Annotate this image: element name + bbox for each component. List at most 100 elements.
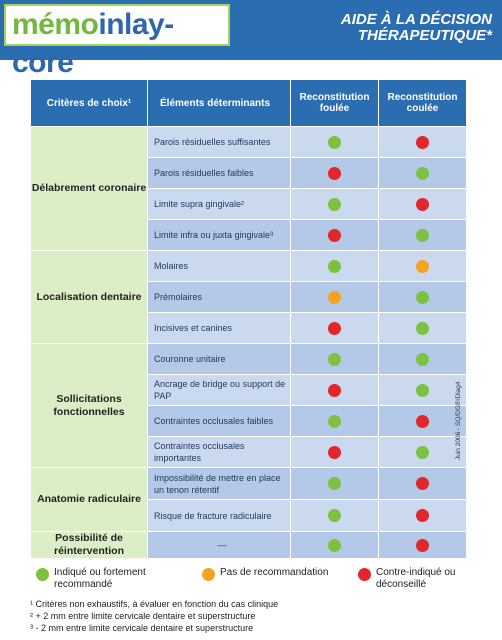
rating-cell-foulee xyxy=(290,312,379,344)
page-title: AIDE À LA DÉCISION THÉRAPEUTIQUE* xyxy=(341,12,492,44)
red-dot-icon xyxy=(358,568,371,581)
red-dot-icon xyxy=(416,538,429,552)
rating-cell-coulee xyxy=(378,312,467,344)
rating-cell-foulee xyxy=(290,343,379,375)
rating-cell-coulee xyxy=(378,281,467,313)
rating-cell-coulee xyxy=(378,467,467,500)
green-dot-icon xyxy=(328,135,341,149)
rating-cell-foulee xyxy=(290,250,379,282)
table-row: Localisation dentaire Molaires xyxy=(30,250,467,344)
table-row: Limite supra gingivale² xyxy=(31,188,467,220)
red-dot-icon xyxy=(416,197,429,211)
rating-cell-coulee xyxy=(378,219,467,251)
orange-dot-icon xyxy=(202,568,215,581)
green-dot-icon xyxy=(36,568,49,581)
rating-cell-coulee xyxy=(378,126,467,158)
side-note: Juin 2006 - SQ/DG®/Diag4 xyxy=(455,381,462,461)
red-dot-icon xyxy=(416,135,429,149)
decision-table: Critères de choix¹ Éléments déterminants… xyxy=(30,79,467,559)
table-row: Parois résiduelles faibles xyxy=(31,157,467,189)
rating-cell-coulee xyxy=(378,157,467,189)
green-dot-icon xyxy=(328,197,341,211)
red-dot-icon xyxy=(328,445,341,459)
table-row: Contraintes occlusales faibles xyxy=(31,405,467,437)
category-cell: Localisation dentaire xyxy=(30,250,148,344)
red-dot-icon xyxy=(328,228,341,242)
green-dot-icon xyxy=(328,414,341,428)
element-cell: Parois résiduelles suffisantes xyxy=(147,126,291,158)
title-line1: AIDE À LA DÉCISION xyxy=(340,11,492,28)
element-cell: Molaires xyxy=(147,250,291,282)
element-cell: Ancrage de bridge ou support de PAP xyxy=(147,374,291,406)
rating-cell-coulee xyxy=(378,250,467,282)
legend-green: Indiqué ou fortement recommandé xyxy=(36,567,184,591)
col-header-foulee: Reconstitution foulée xyxy=(290,79,379,127)
rating-cell-coulee xyxy=(378,531,467,559)
green-dot-icon xyxy=(416,321,429,335)
legend-orange: Pas de recommandation xyxy=(202,567,328,581)
table-row: Possibilité de réintervention — xyxy=(30,531,467,559)
col-header-coulee: Reconstitution coulée xyxy=(378,79,467,127)
element-cell: Contraintes occlusales faibles xyxy=(147,405,291,437)
table-header-row: Critères de choix¹ Éléments déterminants… xyxy=(30,79,467,127)
rating-cell-foulee xyxy=(290,126,379,158)
rating-cell-foulee xyxy=(290,531,379,559)
footnote-2: ² + 2 mm entre limite cervicale dentaire… xyxy=(30,611,256,621)
element-cell: Prémolaires xyxy=(147,281,291,313)
footnote-1: ¹ Critères non exhaustifs, à évaluer en … xyxy=(30,599,279,609)
red-dot-icon xyxy=(416,477,429,490)
rating-cell-foulee xyxy=(290,374,379,406)
table-body: Délabrement coronaire Parois résiduelles … xyxy=(30,126,467,559)
element-cell: Limite supra gingivale² xyxy=(147,188,291,220)
red-dot-icon xyxy=(328,166,341,180)
green-dot-icon xyxy=(416,445,429,459)
decision-table-wrap: Critères de choix¹ Éléments déterminants… xyxy=(30,79,467,559)
rating-cell-coulee xyxy=(378,188,467,220)
logo-part1: mémo xyxy=(12,8,99,41)
orange-dot-icon xyxy=(416,259,429,273)
element-cell: Couronne unitaire xyxy=(147,343,291,375)
legend-red-text: Contre-indiqué ou déconseillé xyxy=(376,567,456,590)
element-cell: Parois résiduelles faibles xyxy=(147,157,291,189)
category-cell: Sollicitations fonctionnelles xyxy=(30,343,148,468)
element-cell: Limite infra ou juxta gingivale³ xyxy=(147,219,291,251)
legend-red: Contre-indiqué ou déconseillé xyxy=(358,567,456,591)
element-cell: Risque de fracture radiculaire xyxy=(147,499,291,532)
table-row: Ancrage de bridge ou support de PAP xyxy=(31,374,467,406)
category-cell: Délabrement coronaire xyxy=(30,126,148,251)
table-row: Sollicitations fonctionnelles Couronne un… xyxy=(30,343,467,468)
category-cell: Possibilité de réintervention xyxy=(30,531,148,559)
table-row: Prémolaires xyxy=(31,281,467,313)
red-dot-icon xyxy=(416,509,429,522)
green-dot-icon xyxy=(328,477,341,490)
green-dot-icon xyxy=(328,509,341,522)
rating-cell-foulee xyxy=(290,188,379,220)
green-dot-icon xyxy=(328,352,341,366)
orange-dot-icon xyxy=(328,290,341,304)
red-dot-icon xyxy=(328,321,341,335)
red-dot-icon xyxy=(416,414,429,428)
green-dot-icon xyxy=(416,383,429,397)
table-row: Anatomie radiculaire Impossibilité de met… xyxy=(30,467,467,532)
green-dot-icon xyxy=(328,259,341,273)
rating-cell-foulee xyxy=(290,281,379,313)
rating-cell-coulee xyxy=(378,374,467,406)
element-cell: Incisives et canines xyxy=(147,312,291,344)
red-dot-icon xyxy=(328,383,341,397)
green-dot-icon xyxy=(416,228,429,242)
green-dot-icon xyxy=(328,538,341,552)
table-row: Risque de fracture radiculaire xyxy=(31,499,467,532)
category-cell: Anatomie radiculaire xyxy=(30,467,148,532)
rating-cell-coulee xyxy=(378,343,467,375)
rating-cell-coulee xyxy=(378,405,467,437)
rating-cell-foulee xyxy=(290,405,379,437)
element-cell: — xyxy=(147,531,291,559)
table-row: Contraintes occlusales importantes xyxy=(31,436,467,468)
rating-cell-foulee xyxy=(290,436,379,468)
element-cell: Contraintes occlusales importantes xyxy=(147,436,291,468)
footnote-3: ³ - 2 mm entre limite cervicale dentaire… xyxy=(30,623,254,633)
col-header-criteria: Critères de choix¹ xyxy=(30,79,148,127)
rating-cell-coulee xyxy=(378,499,467,532)
rating-cell-foulee xyxy=(290,157,379,189)
title-line2: THÉRAPEUTIQUE* xyxy=(357,27,492,44)
